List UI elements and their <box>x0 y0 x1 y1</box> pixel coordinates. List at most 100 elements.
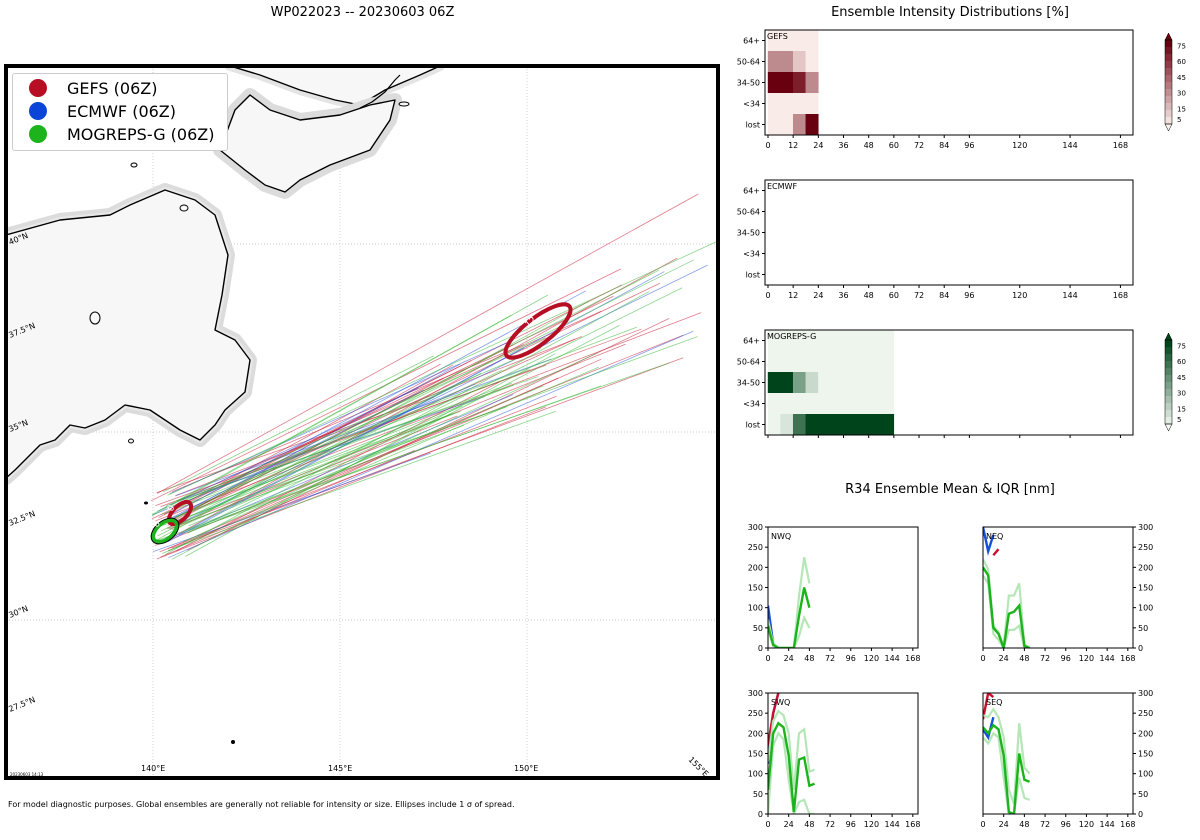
heatmap-ytick: 64+ <box>743 337 760 346</box>
r34-xtick: 72 <box>1040 820 1050 829</box>
heatmap-ytick: lost <box>746 421 760 430</box>
heatmap-cell <box>792 351 806 372</box>
colorbar-swatch <box>1165 40 1172 48</box>
colorbar-tick: 75 <box>1177 42 1186 50</box>
ensemble-tracks <box>150 193 718 560</box>
track-mog <box>185 384 515 515</box>
r34-ytick: 200 <box>748 729 763 738</box>
gefs-marker-icon <box>29 79 47 97</box>
map-stamp: 20230603 14:13 <box>10 772 44 777</box>
heatmap-xtick: 24 <box>813 291 823 300</box>
r34-xtick: 24 <box>999 820 1009 829</box>
heatmap-ytick: 64+ <box>743 187 760 196</box>
heatmap-cell <box>805 114 819 135</box>
heatmap-xtick: 144 <box>1062 441 1077 442</box>
r34-xtick: 144 <box>884 820 899 829</box>
colorbar-swatch <box>1165 75 1172 83</box>
mogreps-ellipse-0h-outline <box>150 517 180 545</box>
r34-ytick: 50 <box>753 790 763 799</box>
track-mog <box>185 353 556 557</box>
heatmap-cell <box>855 414 869 435</box>
heatmap-xtick: 84 <box>939 441 949 442</box>
r34-xtick: 120 <box>864 654 879 663</box>
heatmap-xtick: 96 <box>964 141 974 150</box>
r34-xtick: 72 <box>825 820 835 829</box>
heatmap-xtick: 84 <box>939 291 949 300</box>
r34-xtick: 120 <box>1079 820 1094 829</box>
r34-xtick: 24 <box>784 654 794 663</box>
heatmap-cell <box>792 51 806 72</box>
heatmap-cell <box>792 414 806 435</box>
r34-mean-line-mogreps-g <box>768 587 811 648</box>
r34-xtick: 0 <box>980 820 985 829</box>
track-ecmwf <box>168 330 694 559</box>
r34-ytick: 300 <box>1138 523 1153 532</box>
heatmap-ytick: 34-50 <box>737 79 760 88</box>
heatmap-cell <box>805 414 819 435</box>
track-ecmwf <box>152 452 431 553</box>
r34-ytick: 150 <box>1138 750 1153 759</box>
heatmap-cell <box>780 393 794 414</box>
r34-mean-line-gefs <box>768 693 780 746</box>
heatmap-cell <box>830 414 844 435</box>
track-mog <box>160 382 513 516</box>
heatmap-cell <box>780 93 794 114</box>
r34-xtick: 96 <box>846 820 856 829</box>
track-mog <box>169 337 546 508</box>
colorbar-tick: 15 <box>1177 405 1186 413</box>
heatmap-xtick: 168 <box>1113 291 1128 300</box>
r34-xtick: 168 <box>1120 820 1135 829</box>
r34-iqr-line <box>768 709 815 790</box>
r34-mean-line-mogreps-g <box>983 566 1030 648</box>
japan-landmass <box>6 66 445 744</box>
r34-xtick: 96 <box>1061 654 1071 663</box>
r34-xtick: 120 <box>864 820 879 829</box>
track-gefs <box>154 312 702 522</box>
heatmap-xtick: 120 <box>1012 291 1027 300</box>
heatmap-xtick: 72 <box>914 291 924 300</box>
r34-ytick: 50 <box>1138 790 1148 799</box>
r34-ytick: 100 <box>1138 770 1153 779</box>
heatmap-xtick: 60 <box>889 141 899 150</box>
heatmap-cell <box>780 414 794 435</box>
heatmap-xtick: 48 <box>864 141 874 150</box>
r34-xtick: 120 <box>1079 654 1094 663</box>
lon-label-140: 140°E <box>141 764 165 773</box>
r34-xtick: 0 <box>765 820 770 829</box>
colorbar-swatch <box>1165 82 1172 90</box>
colorbar-swatch <box>1165 361 1172 369</box>
r34-ytick: 150 <box>1138 584 1153 593</box>
track-gefs <box>176 381 500 552</box>
r34-xtick: 48 <box>1019 654 1029 663</box>
footnote: For model diagnostic purposes. Global en… <box>8 800 515 809</box>
colorbar-swatch <box>1165 375 1172 383</box>
track-mog <box>151 315 512 515</box>
heatmap-cell <box>830 351 844 372</box>
r34-ytick: 0 <box>758 644 763 653</box>
heatmap-ytick: 34-50 <box>737 379 760 388</box>
heatmap-cell <box>767 414 781 435</box>
heatmap-xtick: 144 <box>1062 291 1077 300</box>
legend-label-mogreps: MOGREPS-G (06Z) <box>67 124 215 144</box>
mogreps-marker-icon <box>29 125 47 143</box>
heatmap-cell <box>780 372 794 393</box>
r34-ytick: 150 <box>748 750 763 759</box>
colorbar-tick: 5 <box>1177 116 1181 124</box>
r34-ytick: 250 <box>1138 709 1153 718</box>
track-gefs <box>156 193 699 494</box>
heatmap-cell <box>792 114 806 135</box>
map-title: WP022023 -- 20230603 06Z <box>270 5 455 20</box>
r34-xtick: 144 <box>1099 820 1114 829</box>
heatmap-cell <box>843 414 857 435</box>
heatmap-cell <box>818 372 832 393</box>
heatmap-cell <box>818 393 832 414</box>
heatmap-xtick: 144 <box>1062 141 1077 150</box>
r34-mean-line-gefs <box>992 548 1000 557</box>
track-map: 0 12 0 40°N 37.5°N 35°N 32.5°N 30°N 27.5… <box>4 64 720 780</box>
heatmap-ytick: 64+ <box>743 37 760 46</box>
track-mog <box>182 352 598 543</box>
map-legend: GEFS (06Z) ECMWF (06Z) MOGREPS-G (06Z) <box>12 73 228 151</box>
heatmap-xtick: 168 <box>1113 441 1128 442</box>
track-mog <box>163 355 435 493</box>
r34-xtick: 168 <box>1120 654 1135 663</box>
